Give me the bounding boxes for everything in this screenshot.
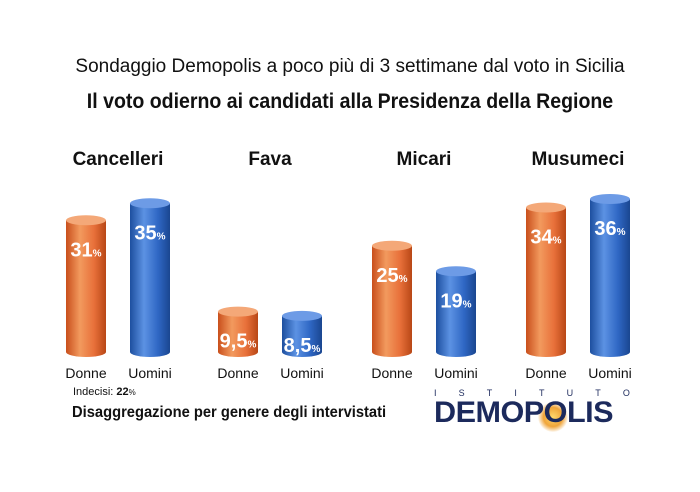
bar (66, 220, 106, 357)
undecided-label: Indecisi: (73, 386, 114, 398)
bar-cap (282, 310, 322, 321)
data-label: 34% (530, 227, 561, 249)
undecided-unit: % (128, 388, 136, 397)
bar-cap (372, 240, 412, 251)
data-label: 8,5% (284, 335, 321, 357)
series-label: Uomini (280, 365, 324, 381)
series-label: Uomini (588, 365, 632, 381)
footer-note: Disaggregazione per genere degli intervi… (72, 404, 387, 421)
demopolis-logo: I S T I T U T O DEMOPOLIS (434, 388, 634, 432)
series-label: Donne (525, 365, 566, 381)
data-label: 36% (594, 218, 625, 240)
logo-letter: I (514, 388, 517, 398)
bar-cap (590, 194, 630, 204)
bar-cap (66, 215, 106, 226)
data-label: 25% (376, 265, 407, 287)
bar (218, 311, 258, 357)
bar-cap (526, 202, 566, 213)
data-label: 31% (70, 239, 101, 261)
data-label: 9,5% (220, 331, 257, 353)
series-label: Uomini (128, 365, 172, 381)
category-label: Cancelleri (73, 149, 164, 170)
logo-letter: T (595, 388, 601, 398)
bar (526, 207, 566, 357)
chart-title: Il voto odierno ai candidati alla Presid… (86, 90, 614, 113)
logo-letter: S (458, 388, 465, 398)
undecided-value: 22 (116, 386, 129, 398)
bar-cap (130, 198, 170, 209)
series-label: Donne (371, 365, 412, 381)
bar-cap (218, 306, 258, 317)
logo-letter: T (486, 388, 493, 398)
bar (436, 271, 476, 357)
category-label: Fava (248, 149, 292, 170)
bar (282, 315, 322, 357)
logo-brand: DEMOPOLIS (434, 396, 614, 429)
data-label: 35% (134, 222, 165, 244)
logo-letter: T (539, 388, 545, 398)
series-label: Donne (217, 365, 258, 381)
bar (372, 245, 412, 357)
logo-letter: O (622, 388, 630, 398)
series-label: Donne (65, 365, 106, 381)
chart-subtitle: Sondaggio Demopolis a poco più di 3 sett… (75, 56, 625, 77)
series-label: Uomini (434, 365, 478, 381)
bar (130, 203, 170, 357)
bar-cap (436, 266, 476, 277)
undecided-note: Indecisi: 22% (73, 386, 136, 398)
category-label: Micari (397, 149, 452, 170)
logo-letter: I (434, 388, 437, 398)
bar (590, 199, 630, 357)
logo-letter: U (566, 388, 574, 398)
category-label: Musumeci (532, 149, 625, 170)
logo-sun-icon (538, 402, 568, 432)
data-label: 19% (440, 290, 471, 312)
